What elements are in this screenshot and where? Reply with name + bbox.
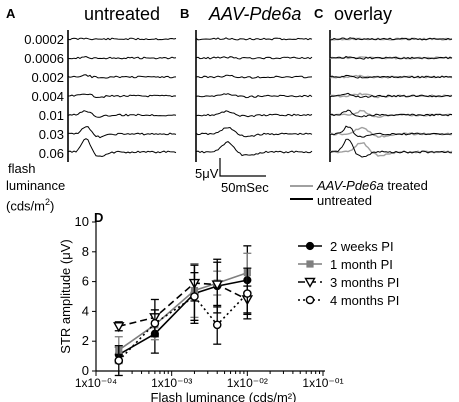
series-4-months-pi — [114, 267, 252, 377]
legend-item: 4 months PI — [298, 293, 399, 308]
series-3-months-pi — [113, 261, 254, 336]
y-tick-label: 4 — [82, 303, 89, 318]
flash-label-line3: (cds/m2) — [6, 194, 65, 214]
y-tick-label: 8 — [82, 244, 89, 259]
luminance-label-6: 0.03 — [38, 127, 64, 142]
overlay-legend-untreated: untreated — [317, 193, 372, 208]
panel-b-trace-6 — [195, 126, 313, 138]
flash-unit-text: (cds/m — [6, 198, 45, 214]
panel-b-trace-3 — [195, 74, 313, 79]
panel-c-untreated-trace-4 — [329, 92, 453, 98]
overlay-legend-treated: AAV-Pde6a treated — [317, 178, 428, 193]
panel-a-trace-1 — [67, 37, 177, 41]
panel-title-b: AAV-Pde6a — [209, 4, 302, 24]
data-point — [114, 356, 124, 365]
flash-label-line1: flash — [8, 161, 36, 176]
data-point — [211, 280, 223, 291]
legend-item: 3 months PI — [298, 275, 399, 290]
data-point — [243, 289, 252, 298]
y-tick-label: 2 — [82, 333, 89, 348]
panel-c-untreated-trace-7 — [329, 138, 452, 158]
panel-title-c: overlay — [334, 4, 393, 24]
legend-item: 1 month PI — [298, 257, 393, 272]
panel-c-untreated-trace-5 — [329, 109, 453, 118]
series-line — [118, 292, 248, 362]
panel-c-untreated-trace-2 — [329, 55, 453, 60]
x-tick-label: 1x10⁻⁰² — [227, 376, 268, 390]
y-tick-label: 10 — [75, 214, 89, 229]
luminance-label-4: 0.004 — [31, 89, 64, 104]
treated-label-italic: AAV-Pde6a — [317, 178, 384, 193]
panel-b-trace-2 — [195, 56, 313, 60]
scale-bar — [219, 158, 266, 177]
panel-letter-a: A — [6, 6, 16, 21]
legend-label: 2 weeks PI — [330, 239, 394, 254]
flash-unit-sup: 2 — [45, 197, 51, 207]
luminance-label-2: 0.0006 — [24, 51, 64, 66]
panel-title-a: untreated — [84, 4, 161, 24]
panel-b-trace-5 — [195, 110, 313, 118]
luminance-label-3: 0.002 — [31, 70, 64, 85]
flash-label-line2: luminance — [6, 178, 66, 193]
panel-c-untreated-trace-3 — [329, 74, 453, 79]
panel-b-trace-4 — [195, 93, 313, 99]
panel-c-untreated-trace-1 — [329, 37, 453, 41]
data-point — [150, 319, 160, 328]
y-tick-label: 6 — [82, 274, 89, 289]
panel-letter-b: B — [180, 6, 190, 21]
x-tick-label: 1x10⁻⁰¹ — [302, 376, 343, 390]
flash-unit-end: ) — [50, 198, 55, 214]
flash-luminance-label: flash luminance (cds/m2) — [6, 160, 66, 214]
scale-time-label: 50mSec — [221, 180, 269, 195]
legend-label: 4 months PI — [330, 293, 399, 308]
data-point — [190, 292, 199, 301]
panel-a-trace-3 — [67, 74, 177, 79]
y-axis-label: STR amplitude (μV) — [58, 239, 73, 353]
series-line — [118, 279, 248, 356]
panel-c-treated-trace-1 — [329, 37, 453, 41]
treated-label-rest: treated — [383, 178, 428, 193]
legend-label: 3 months PI — [330, 275, 399, 290]
legend-marker — [306, 260, 314, 268]
panel-a-trace-7 — [67, 138, 177, 158]
legend-marker — [304, 277, 316, 288]
panel-letter-d: D — [94, 210, 104, 225]
data-point — [212, 320, 222, 330]
panel-b-trace-1 — [195, 37, 313, 41]
legend-label: 1 month PI — [330, 257, 393, 272]
panel-a-trace-2 — [67, 55, 177, 60]
panel-a-trace-6 — [67, 126, 177, 139]
x-tick-label: 1x10⁻⁰³ — [151, 376, 192, 390]
legend-item: 2 weeks PI — [298, 239, 394, 254]
panel-a-trace-4 — [67, 93, 177, 99]
x-axis-label: Flash luminance (cds/m²) — [151, 390, 297, 402]
panel-c-untreated-trace-6 — [329, 125, 453, 138]
y-tick-label: 0 — [82, 363, 89, 378]
luminance-label-1: 0.0002 — [24, 32, 64, 47]
scale-voltage-label: 5μV — [195, 166, 219, 181]
legend-marker — [305, 241, 315, 251]
panel-a-trace-5 — [67, 110, 177, 118]
panel-b-trace-7 — [195, 141, 313, 157]
panel-letter-c: C — [314, 6, 324, 21]
luminance-label-7: 0.06 — [38, 146, 64, 161]
series-1-month-pi — [114, 252, 252, 365]
x-tick-label: 1x10⁻⁰⁴ — [75, 376, 117, 390]
legend-marker — [305, 295, 315, 305]
data-point — [113, 322, 125, 333]
luminance-label-5: 0.01 — [38, 108, 64, 123]
str-traces — [67, 30, 453, 200]
